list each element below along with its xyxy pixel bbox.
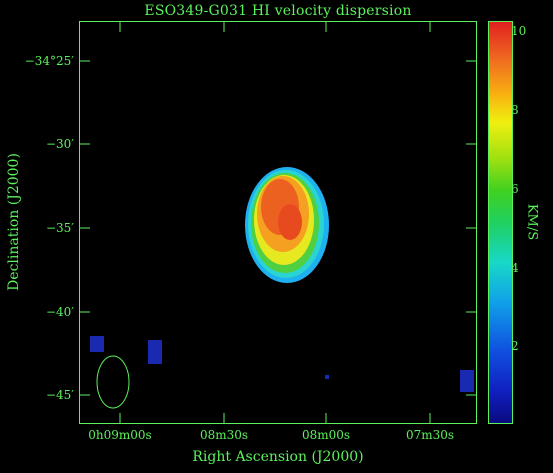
- cbar-tick-label: 4: [511, 261, 519, 275]
- colorbar-unit: KM/S: [524, 203, 540, 241]
- noise-speck: [325, 375, 329, 379]
- beam-ellipse: [96, 355, 130, 409]
- y-tick-label: −45′: [45, 388, 74, 402]
- x-tick-label: 08m00s: [301, 428, 351, 442]
- x-tick-label: 0h09m00s: [88, 428, 152, 442]
- cbar-tick-label: 6: [511, 182, 519, 196]
- figure-title: ESO349-G031 HI velocity dispersion: [144, 3, 412, 19]
- colorbar: [488, 21, 513, 424]
- y-tick-label: −30′: [45, 137, 74, 151]
- y-tick-label: −35′: [45, 221, 74, 235]
- plot-frame: [79, 21, 477, 424]
- x-axis-ticks: [119, 21, 431, 424]
- cbar-tick-label: 8: [511, 103, 519, 117]
- x-tick-label: 07m30s: [405, 428, 455, 442]
- noise-speck: [90, 336, 104, 352]
- galaxy-emission: [245, 167, 329, 283]
- galaxy-core-red-2: [278, 204, 302, 240]
- x-axis-label: Right Ascension (J2000): [192, 449, 364, 465]
- y-axis-label: Declination (J2000): [6, 153, 22, 291]
- y-axis-ticks: [79, 60, 477, 396]
- noise-speck: [148, 340, 162, 364]
- x-tick-label: 08m30s: [199, 428, 249, 442]
- cbar-tick-label: 10: [511, 24, 527, 38]
- noise-speck: [460, 370, 474, 392]
- cbar-tick-label: 2: [511, 339, 519, 353]
- y-tick-label: −34°25′: [24, 54, 74, 68]
- y-tick-label: −40′: [45, 305, 74, 319]
- noise-specks: [90, 336, 474, 392]
